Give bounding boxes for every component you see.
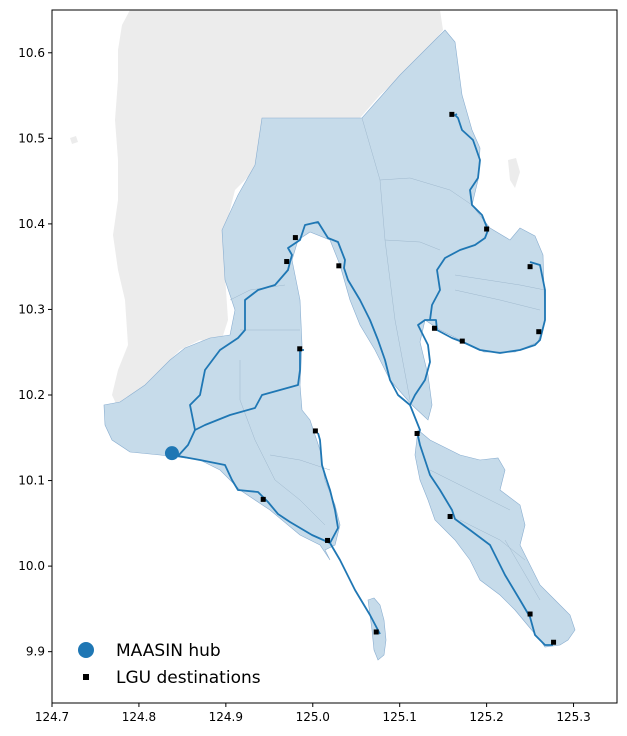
destination-marker (297, 346, 303, 352)
x-tick-label: 125.1 (383, 710, 417, 724)
legend-hub-label: MAASIN hub (116, 641, 221, 661)
boundary-line (379, 177, 473, 206)
destination-marker (292, 235, 298, 241)
boundary-line (239, 360, 326, 526)
destination-marker (373, 629, 379, 635)
destination-marker (551, 639, 557, 645)
x-tick-label: 125.3 (556, 710, 590, 724)
destination-marker (336, 263, 342, 269)
destinations-layer (260, 111, 557, 645)
x-tick-label: 124.7 (35, 710, 69, 724)
boundary-line (229, 284, 286, 301)
boundary-line (429, 469, 511, 511)
destination-marker (484, 226, 490, 232)
x-tick-label: 125.2 (469, 710, 503, 724)
legend-hub-marker (78, 642, 94, 658)
boundary-line (504, 539, 541, 601)
boundary-line (454, 274, 546, 291)
destination-marker (536, 329, 542, 335)
neighbor-landmass (112, 10, 443, 408)
y-tick-label: 10.1 (18, 474, 45, 488)
route-line (429, 113, 489, 321)
legend-destination-marker (83, 674, 89, 680)
destination-marker (527, 611, 533, 617)
y-tick-label: 9.9 (26, 645, 45, 659)
boundary-line (454, 289, 541, 311)
route-line (329, 542, 381, 635)
route-line (177, 432, 339, 544)
x-tick-label: 125.0 (296, 710, 330, 724)
destination-marker (431, 325, 437, 331)
x-tick-label: 124.9 (209, 710, 243, 724)
destination-marker (414, 431, 420, 436)
destination-marker (459, 338, 465, 344)
x-axis: 124.7 124.8 124.9 125.0 125.1 125.2 125.3 (35, 703, 591, 724)
destination-marker (284, 259, 290, 265)
route-line (177, 349, 304, 457)
y-tick-label: 10.3 (18, 302, 45, 316)
destination-marker (449, 111, 455, 117)
legend: MAASIN hub LGU destinations (78, 641, 261, 688)
municipal-boundaries (229, 117, 546, 601)
route-line (417, 435, 553, 646)
destination-marker (527, 264, 533, 270)
destination-marker (312, 428, 318, 434)
destination-marker (447, 513, 453, 519)
boundary-line (459, 519, 526, 561)
y-axis: 9.9 10.0 10.1 10.2 10.3 10.4 10.5 10.6 (18, 46, 52, 659)
y-tick-label: 10.6 (18, 46, 45, 60)
route-network (177, 113, 553, 646)
y-tick-label: 10.5 (18, 131, 45, 145)
y-tick-label: 10.4 (18, 217, 45, 231)
boundary-line (269, 454, 331, 471)
destination-marker (325, 537, 331, 543)
small-island (70, 136, 78, 144)
y-tick-label: 10.0 (18, 559, 45, 573)
route-line (409, 261, 546, 406)
x-tick-label: 124.8 (122, 710, 156, 724)
axes-frame (51, 9, 618, 704)
hub-marker (164, 446, 179, 461)
boundary-line (384, 239, 441, 251)
destination-marker (260, 496, 266, 502)
hub-layer (164, 446, 179, 461)
y-tick-label: 10.2 (18, 388, 45, 402)
small-island (508, 158, 520, 188)
province-area (103, 29, 576, 661)
eastern-landmass (414, 429, 576, 648)
route-line (189, 221, 421, 437)
legend-destination-label: LGU destinations (116, 668, 261, 688)
